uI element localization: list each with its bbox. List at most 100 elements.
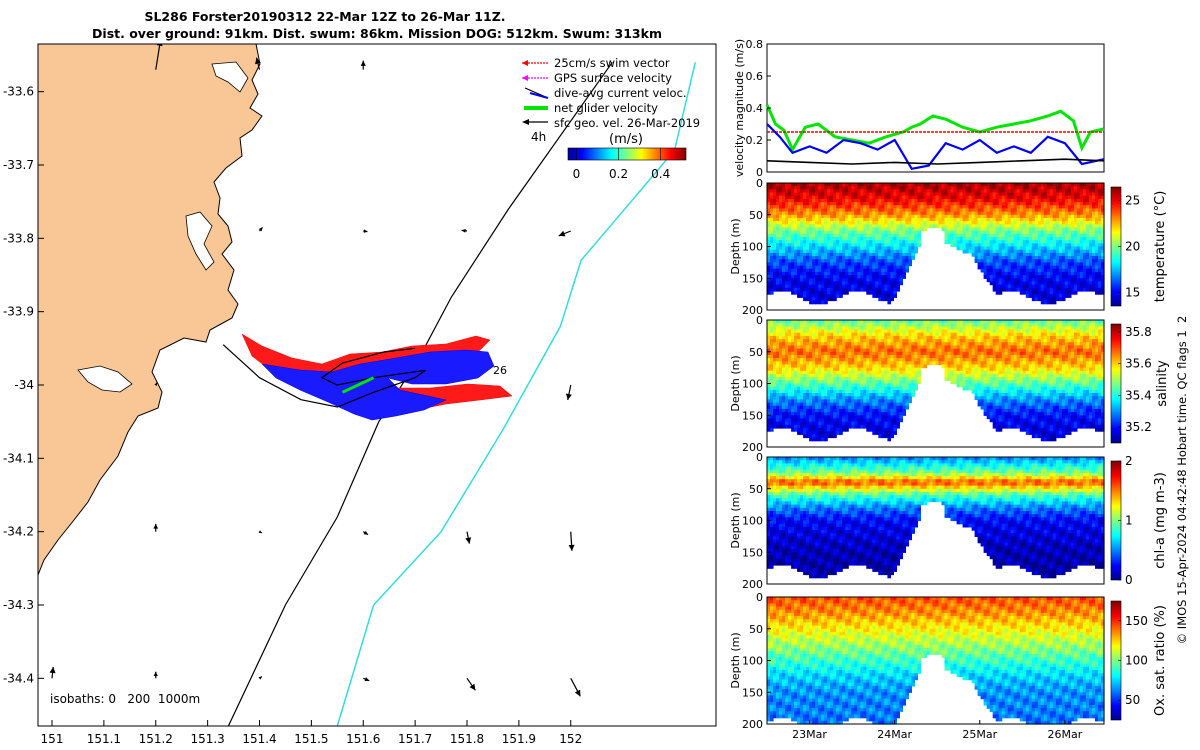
legend-arrow-sfc-geo: [522, 119, 529, 125]
section-colorbar: [1110, 323, 1122, 444]
section-colorbar-tick-label: 0: [1125, 573, 1133, 587]
colorbar-title: (m/s): [609, 132, 643, 147]
velocity-series: [765, 104, 1105, 171]
section-y-tick-label: 50: [749, 483, 763, 496]
legend-label-gps: GPS surface velocity: [554, 71, 672, 85]
velocity-series-line: [766, 158, 1105, 165]
land-inlets: [77, 61, 249, 393]
geo-velocity-arrow: [558, 230, 571, 237]
glider-track: [222, 344, 426, 408]
section-panel-temperature: 0 50 100 150 200 Depth (m) 15 20 25 temperature (…: [729, 177, 1168, 317]
section-colorbar-tick-label: 1: [1125, 514, 1133, 528]
section-y-tick-label: 100: [742, 655, 763, 668]
legend-label-swim-vector: 25cm/s swim vector: [554, 56, 670, 70]
section-cells: [767, 457, 1105, 579]
section-y-tick-label: 150: [742, 546, 763, 559]
section-colorbar-label: temperature (°C): [1153, 191, 1168, 303]
geo-velocity-arrow: [153, 523, 159, 532]
section-ylabel: Depth (m): [729, 218, 742, 274]
section-y-tick-label: 100: [742, 515, 763, 528]
velocity-series-line: [765, 104, 1105, 153]
velocity-y-ticks: 0 0.2 0.4 0.6 0.8: [746, 38, 771, 179]
section-y-tick-label: 200: [742, 578, 763, 591]
legend-arrow-swim-vector: [522, 60, 528, 66]
section-y-tick-label: 200: [742, 441, 763, 454]
map-x-tick-label: 151.4: [242, 732, 276, 746]
velocity-ylabel: velocity magnitude (m/s): [733, 39, 746, 177]
section-colorbar-label: salinity: [1155, 360, 1170, 407]
section-colorbar-tick-label: 2: [1125, 454, 1133, 468]
section-y-tick-label: 50: [749, 346, 763, 359]
title-line-1: SL286 Forster20190312 22-Mar 12Z to 26-M…: [144, 9, 505, 24]
geo-velocity-arrow: [565, 384, 572, 401]
section-colorbar-tick-label: 15: [1125, 285, 1140, 299]
map-x-tick-label: 151.3: [190, 732, 224, 746]
geo-velocity-arrow: [258, 676, 263, 680]
map-colorbar-tick-label: 0: [573, 167, 581, 181]
section-colorbar-label: Ox. sat. ratio (%): [1153, 605, 1168, 716]
section-colorbar-tick-label: 35.8: [1125, 325, 1152, 339]
map-x-tick-label: 151.5: [294, 732, 328, 746]
section-panel-salinity: 0 50 100 150 200 Depth (m) 35.2 35.4 35.6 35.8 sal…: [729, 314, 1170, 454]
section-colorbar-tick-label: 35.6: [1125, 357, 1152, 371]
velocity-y-tick-label: 0.4: [746, 102, 764, 115]
geo-velocity-arrow: [570, 678, 581, 697]
section-y-tick-label: 0: [756, 177, 763, 190]
net-glider-vector: [341, 376, 375, 394]
section-ylabel: Depth (m): [729, 632, 742, 688]
geo-velocity-arrow: [360, 60, 366, 70]
map-x-tick-label: 151: [41, 732, 64, 746]
legend-label-dive-avg: dive-avg current veloc.: [554, 86, 687, 100]
section-colorbar-tick-label: 50: [1125, 693, 1140, 707]
legend-arrow-gps: [522, 75, 528, 81]
section-ylabel: Depth (m): [729, 355, 742, 411]
geo-velocity-arrow: [49, 666, 56, 679]
map-colorbar: [567, 147, 687, 161]
geo-velocity-arrow: [153, 671, 158, 679]
section-colorbar-tick-label: 100: [1125, 654, 1148, 668]
section-y-tick-label: 100: [742, 378, 763, 391]
map-y-tick-label: -33.7: [3, 158, 34, 172]
legend-label-net-glider: net glider velocity: [554, 101, 658, 115]
map-panel: 151 151.1 151.2 151.3 151.4 151.5 151.6 151.7 15…: [3, 43, 717, 746]
section-y-tick-label: 0: [756, 314, 763, 327]
geo-velocity-arrow: [363, 229, 368, 233]
isobath-1000m: [336, 62, 697, 726]
section-x-tick-label: 24Mar: [877, 728, 912, 741]
section-x-tick-label: 23Mar: [792, 728, 827, 741]
land-coastline: [38, 44, 263, 576]
section-y-tick-label: 0: [756, 591, 763, 604]
map-x-tick-label: 151.1: [87, 732, 121, 746]
geo-velocity-arrow: [154, 382, 158, 386]
map-colorbar-tick-label: 0.2: [609, 167, 628, 181]
map-x-tick-label: 151.2: [139, 732, 173, 746]
section-colorbar-tick-label: 150: [1125, 614, 1148, 628]
map-colorbar-tick-label: 0.4: [651, 167, 670, 181]
velocity-axes: [766, 43, 1105, 173]
geo-velocity-arrow: [363, 677, 370, 682]
isobaths-label: isobaths: 0 200 1000m: [50, 692, 200, 706]
section-x-tick-label: 26Mar: [1047, 728, 1082, 741]
qc-side-note: © IMOS 15-Apr-2024 04:42:48 Hobart time.…: [1175, 316, 1189, 645]
section-colorbar-tick-label: 25: [1125, 194, 1140, 208]
legend-label-sfc-geo: sfc geo. vel. 26-Mar-2019: [554, 116, 700, 130]
geo-velocity-arrow: [258, 227, 263, 232]
map-y-tick-label: -34.4: [3, 671, 34, 685]
section-colorbar-tick-label: 35.2: [1125, 420, 1152, 434]
geo-velocity-arrow: [155, 44, 163, 70]
section-y-tick-label: 200: [742, 718, 763, 731]
section-y-tick-label: 50: [749, 623, 763, 636]
section-y-tick-label: 0: [756, 451, 763, 464]
section-cells: [767, 320, 1105, 442]
geo-velocity-arrow: [258, 530, 263, 534]
map-y-tick-label: -34.2: [3, 525, 34, 539]
section-colorbar-tick-label: 20: [1125, 240, 1140, 254]
map-y-tick-label: -34: [14, 378, 34, 392]
map-y-tick-label: -33.8: [3, 231, 34, 245]
velocity-y-tick-label: 0.8: [746, 38, 764, 51]
section-ylabel: Depth (m): [729, 492, 742, 548]
section-x-tick-label: 25Mar: [962, 728, 997, 741]
section-colorbar-tick-label: 35.4: [1125, 388, 1152, 402]
time-scale-label: 4h: [531, 130, 546, 144]
